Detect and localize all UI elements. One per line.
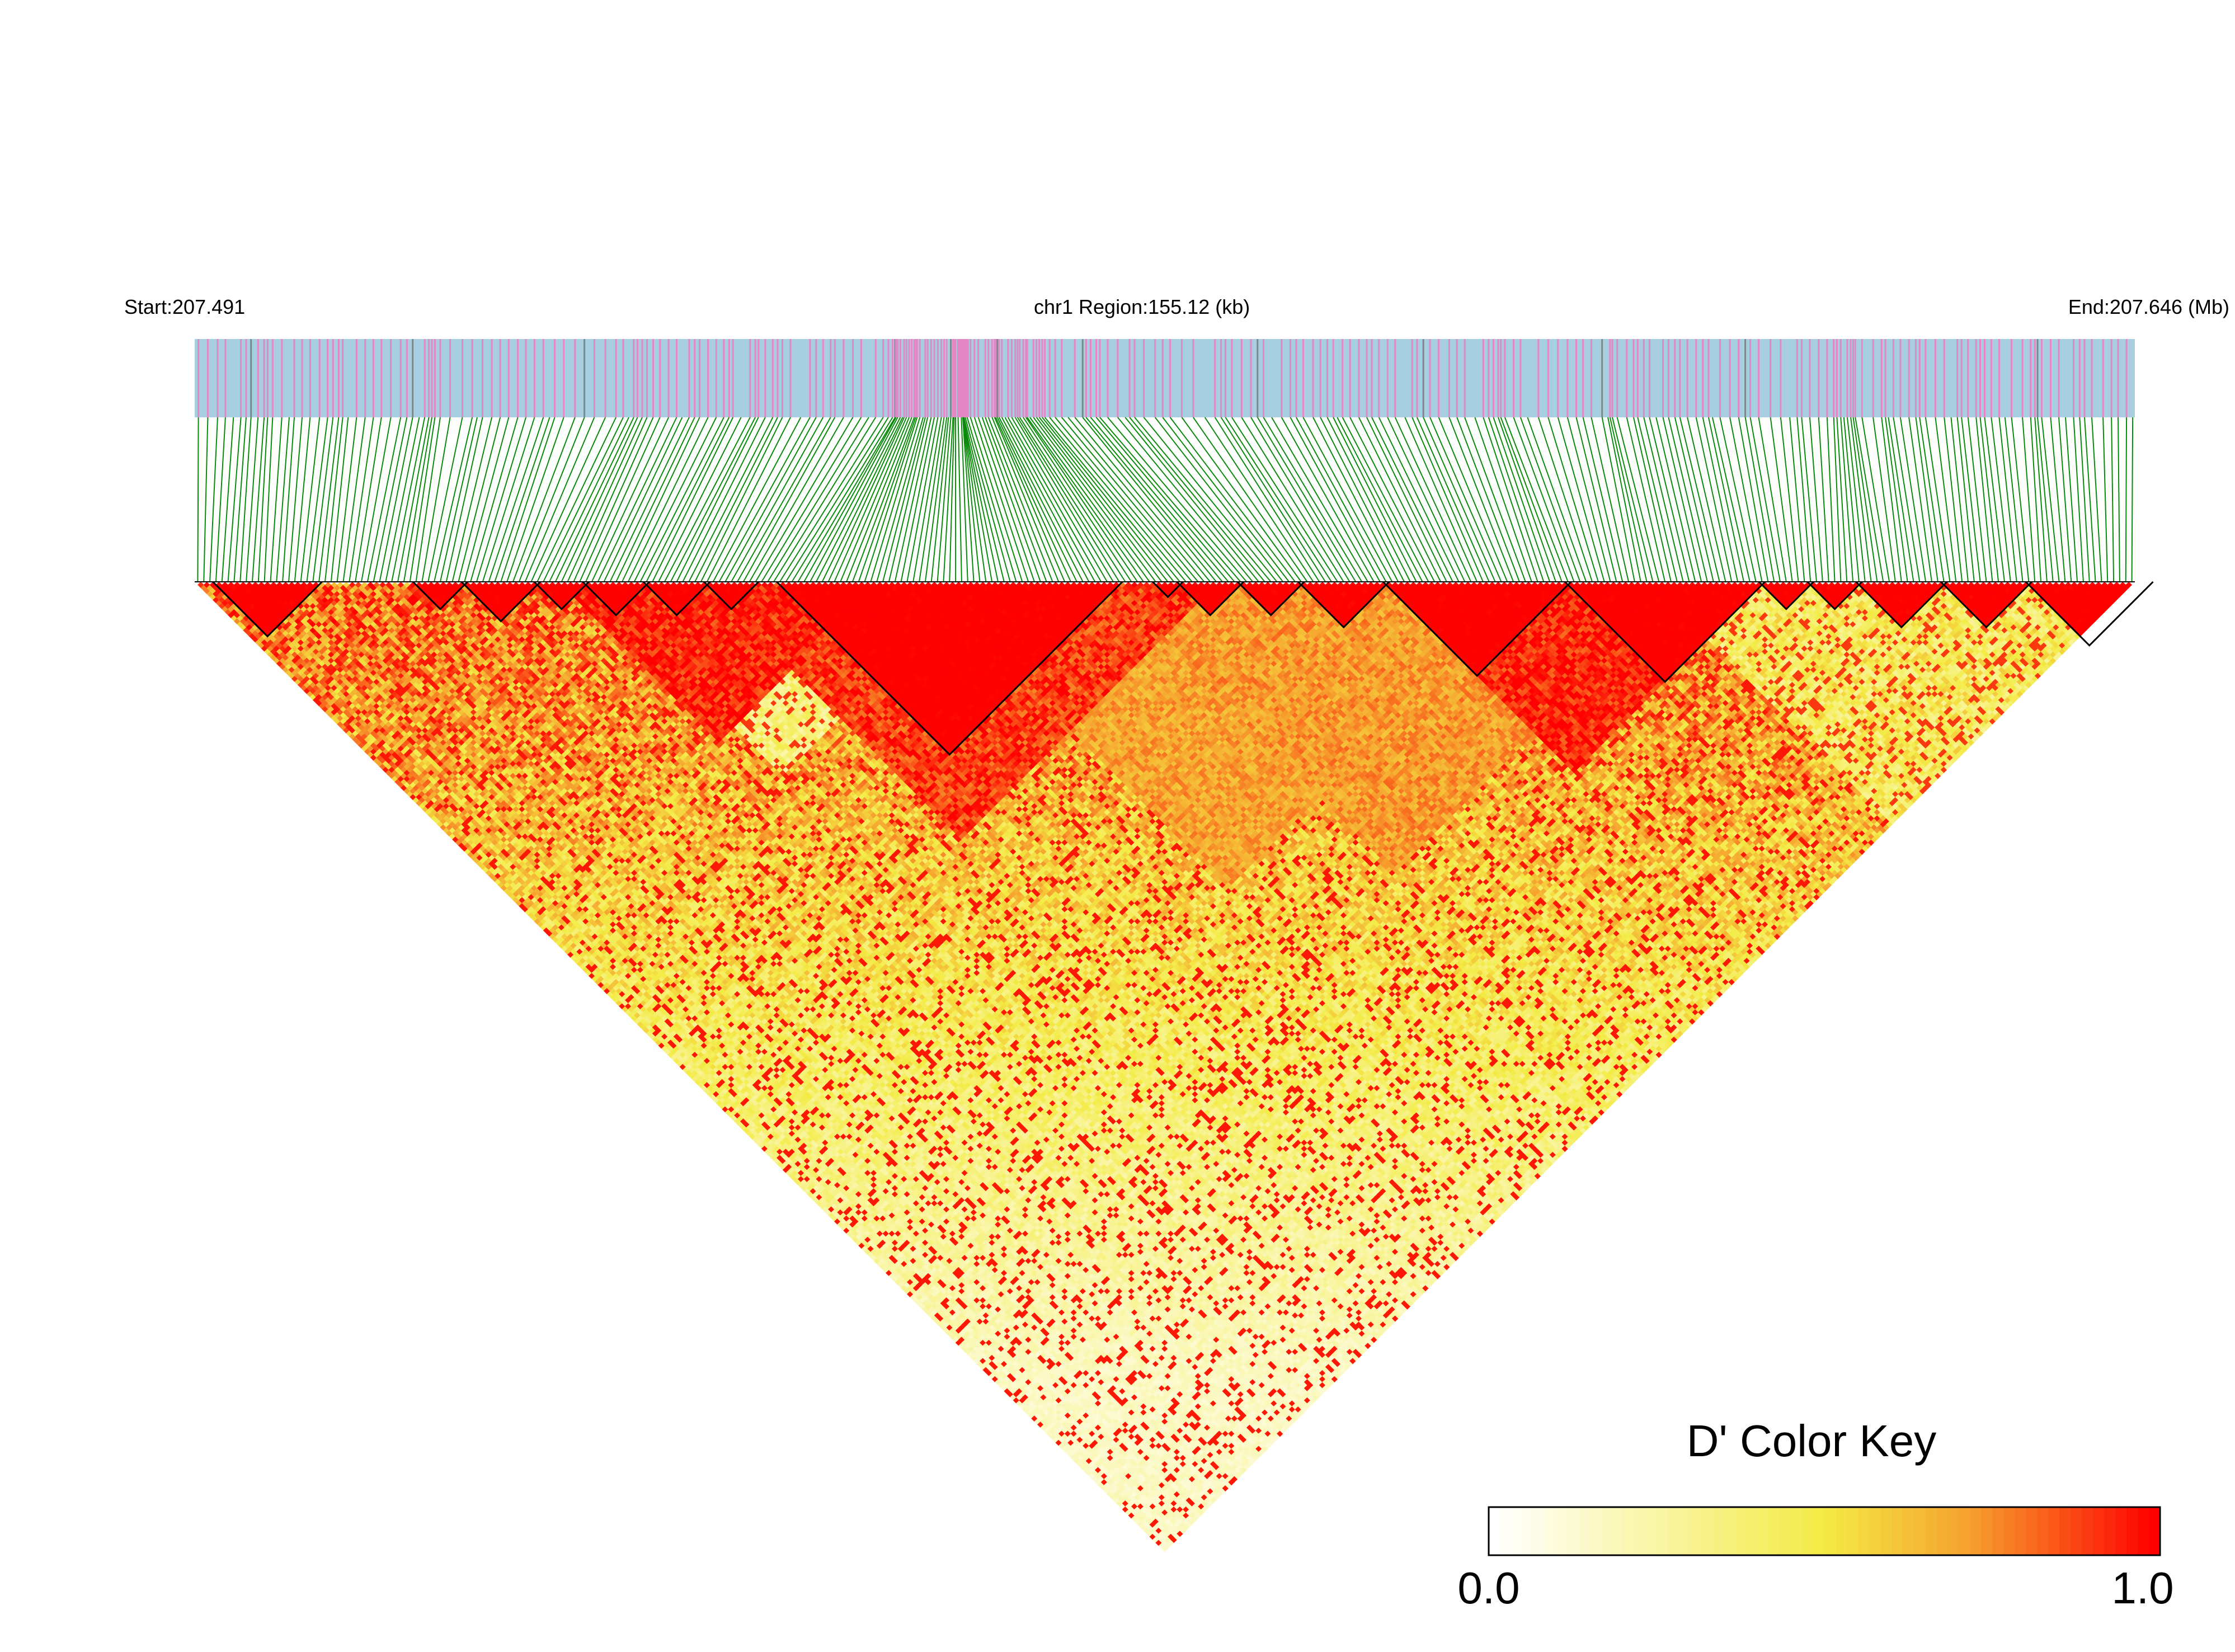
region-label: chr1 Region:155.12 (kb) [1034, 295, 1250, 318]
start-label: Start:207.491 [124, 295, 245, 318]
marker-connector [197, 417, 198, 582]
marker-track-background [195, 339, 2135, 417]
end-label: End:207.646 (Mb) [2068, 295, 2229, 318]
dense-marker-cluster [957, 339, 969, 417]
marker-track [195, 339, 2135, 417]
